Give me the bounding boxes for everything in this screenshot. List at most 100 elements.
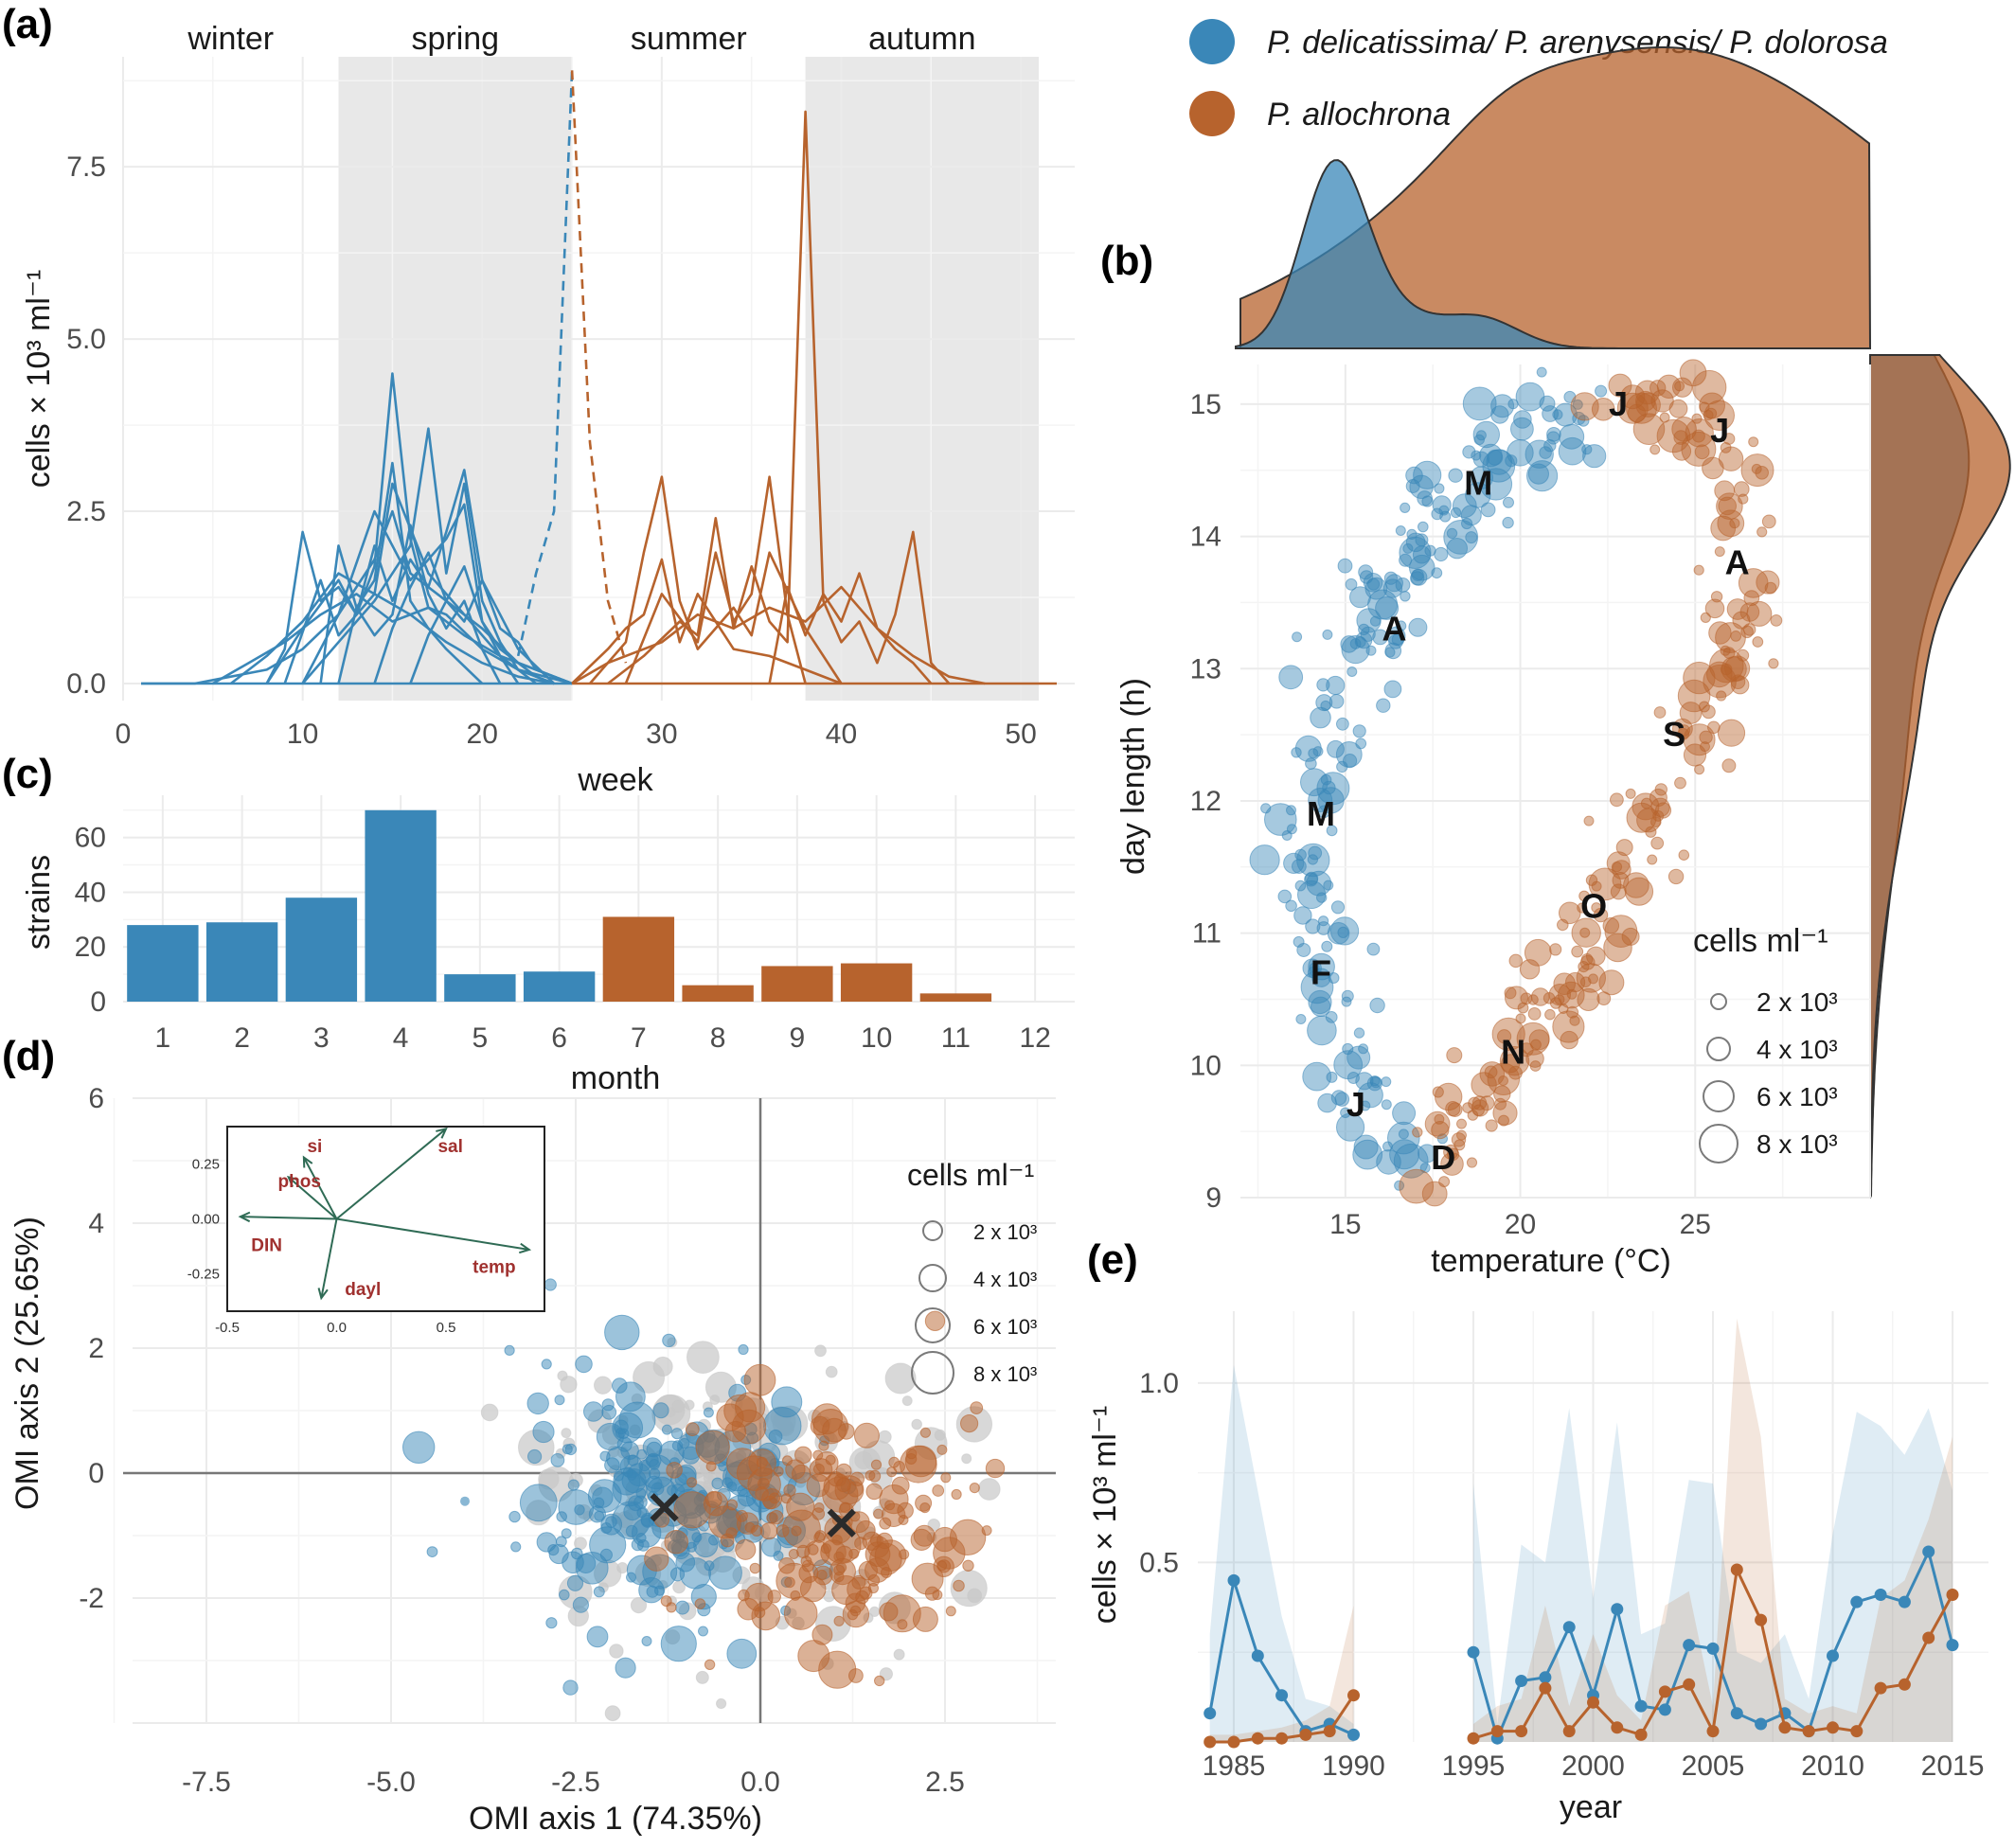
- d-point-orange: [867, 1582, 880, 1594]
- a-xtick-label: 40: [826, 719, 857, 750]
- b-point-blue: [1310, 706, 1331, 729]
- d-point-blue: [575, 1355, 593, 1374]
- b-point-orange: [1746, 600, 1773, 627]
- season-label-autumn: autumn: [868, 21, 975, 57]
- b-point-orange: [1721, 656, 1747, 683]
- b-point-orange: [1578, 890, 1590, 902]
- c-ytick-label: 20: [75, 932, 106, 963]
- d-point-orange: [913, 1524, 936, 1547]
- c-xtick-label: 6: [551, 1022, 567, 1054]
- b-point-orange: [1708, 621, 1732, 645]
- b-point-blue: [1382, 578, 1403, 598]
- d-point-grey: [977, 1478, 1001, 1501]
- b-size-legend-circle-3: [1699, 1124, 1739, 1164]
- b-point-blue: [1369, 997, 1385, 1014]
- d-point-orange: [932, 1526, 957, 1553]
- e-band-3: [1472, 1318, 1953, 1742]
- panel-d-xlabel: OMI axis 1 (74.35%): [469, 1801, 762, 1837]
- c-ytick-label: 60: [75, 823, 106, 854]
- b-point-blue: [1337, 926, 1349, 939]
- b-point-orange: [1531, 987, 1550, 1006]
- panel-e-xlabel: year: [1560, 1789, 1622, 1825]
- bar-month-11: [919, 993, 992, 1002]
- b-point-orange: [1683, 743, 1707, 767]
- d-point-orange: [797, 1640, 830, 1673]
- b-point-blue: [1356, 608, 1382, 633]
- d-point-orange: [951, 1488, 962, 1501]
- d-point-grey: [901, 1395, 913, 1407]
- d-point-blue: [604, 1314, 640, 1351]
- b-point-blue: [1539, 395, 1556, 412]
- b-month-label-7: O: [1580, 887, 1607, 926]
- b-point-blue: [1304, 872, 1318, 887]
- a-ytick-label: 0.0: [66, 668, 106, 700]
- e-point-3-2008: [1778, 1721, 1792, 1734]
- b-point-blue: [1558, 436, 1587, 466]
- b-point-orange: [1718, 496, 1737, 516]
- panel-b: (b) J J M A A S M O F N J D 15 20 25 9 10 11 12 13 14 15 cel…: [1100, 46, 2011, 1279]
- b-point-blue: [1302, 1061, 1332, 1092]
- b-point-blue: [1502, 516, 1514, 529]
- d-point-grey: [695, 1670, 709, 1684]
- b-point-orange: [1717, 719, 1746, 747]
- e-point-1-2011: [1850, 1595, 1863, 1608]
- d-point-blue: [606, 1446, 631, 1471]
- b-point-orange: [1456, 1118, 1467, 1129]
- a-series-line-7: [283, 482, 537, 685]
- b-point-blue: [1527, 463, 1550, 485]
- b-point-blue: [1409, 554, 1435, 581]
- b-point-blue: [1405, 479, 1420, 493]
- b-point-orange: [1649, 789, 1667, 807]
- d-point-blue: [636, 1448, 648, 1460]
- d-point-blue: [588, 1505, 607, 1523]
- d-point-blue: [566, 1574, 584, 1591]
- e-point-3-2014: [1922, 1631, 1935, 1644]
- b-point-orange: [1699, 730, 1713, 744]
- b-month-label-5: S: [1663, 715, 1685, 754]
- b-point-orange: [1591, 880, 1602, 892]
- panel-e: (e) 1985 1990 1995 2000 2005 2010 2015 0.5 1.0 y…: [1087, 1236, 1988, 1825]
- b-point-blue: [1446, 527, 1458, 540]
- bar-month-2: [205, 922, 278, 1002]
- b-point-blue: [1358, 1043, 1369, 1055]
- d-point-orange: [969, 1483, 980, 1494]
- e-point-1-2004: [1683, 1639, 1696, 1652]
- d-point-blue: [618, 1401, 656, 1439]
- d-point-blue: [532, 1420, 555, 1444]
- b-point-blue: [1340, 1107, 1351, 1119]
- b-point-orange: [1626, 802, 1657, 833]
- b-point-orange: [1479, 1095, 1495, 1111]
- d-point-orange: [839, 1502, 851, 1514]
- d-inset-arrowhead-sal: [436, 1127, 448, 1139]
- b-point-orange: [1704, 598, 1725, 619]
- season-label-winter: winter: [187, 21, 274, 57]
- bar-month-10: [840, 963, 913, 1002]
- d-point-grey: [893, 1648, 905, 1661]
- b-point-orange: [1649, 380, 1667, 397]
- d-point-orange: [970, 1401, 984, 1414]
- d-point-orange: [945, 1606, 956, 1617]
- e-point-3-1996: [1490, 1725, 1504, 1738]
- panel-e-ylabel: cells × 10³ ml⁻¹: [1087, 1406, 1123, 1625]
- b-point-orange: [1468, 1096, 1481, 1111]
- b-point-blue: [1503, 496, 1514, 508]
- e-xtick-label: 2000: [1561, 1750, 1625, 1782]
- b-size-legend-circle-1: [1706, 1037, 1731, 1061]
- b-month-label-11: D: [1431, 1138, 1455, 1177]
- b-point-blue: [1415, 533, 1429, 547]
- b-point-orange: [1678, 849, 1690, 862]
- b-point-orange: [1438, 1176, 1451, 1188]
- b-point-orange: [1472, 1104, 1485, 1117]
- d-inset-arrowhead-dayl: [317, 1288, 329, 1301]
- d-point-blue: [593, 1586, 605, 1598]
- b-point-orange: [1722, 433, 1736, 445]
- e-point-1-2001: [1611, 1603, 1624, 1616]
- d-point-orange: [704, 1490, 722, 1508]
- d-point-grey: [480, 1403, 499, 1422]
- d-xtick-label: -2.5: [551, 1767, 600, 1798]
- e-point-3-2010: [1827, 1721, 1839, 1734]
- b-point-blue: [1336, 717, 1349, 731]
- d-inset-xtick: 0.5: [437, 1320, 456, 1336]
- d-inset-ytick: 0.25: [192, 1156, 220, 1172]
- a-ytick-label: 7.5: [66, 151, 106, 183]
